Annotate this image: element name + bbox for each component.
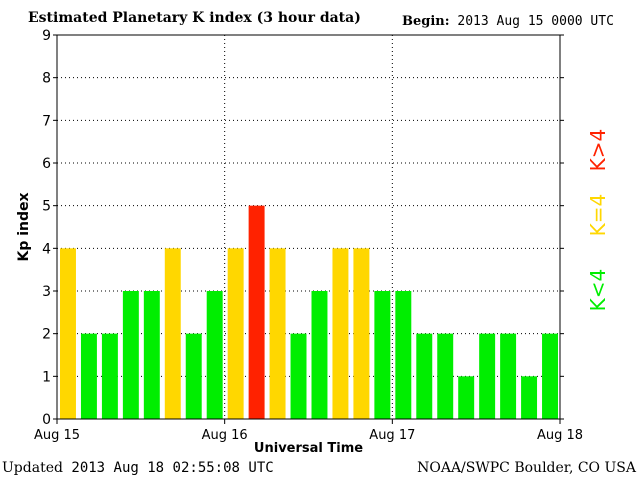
y-tick-label: 3 bbox=[42, 284, 51, 300]
kp-bar bbox=[479, 333, 496, 419]
y-tick-label: 9 bbox=[42, 28, 51, 44]
x-axis-ticks: Aug 15 Aug 16 Aug 17 Aug 18 bbox=[34, 419, 583, 443]
x-tick-label: Aug 16 bbox=[202, 428, 248, 443]
kp-bar bbox=[122, 291, 139, 419]
y-axis-ticks: 0 1 2 3 4 5 6 7 8 9 bbox=[42, 28, 564, 428]
y-tick-label: 1 bbox=[42, 369, 51, 385]
updated-time: Updated 2013 Aug 18 02:55:08 UTC bbox=[2, 460, 274, 476]
kp-bar bbox=[311, 291, 328, 419]
plot-frame bbox=[56, 34, 561, 420]
kp-bar bbox=[500, 333, 517, 419]
kp-bar bbox=[458, 376, 475, 419]
kp-bar bbox=[185, 333, 202, 419]
kp-bar bbox=[395, 291, 412, 419]
kp-bar bbox=[227, 248, 244, 419]
x-tick-label: Aug 18 bbox=[537, 428, 583, 443]
y-tick-label: 2 bbox=[42, 327, 51, 343]
updated-label: Updated bbox=[2, 460, 63, 476]
legend-entry: K=4 bbox=[586, 194, 610, 237]
begin-label: Begin: bbox=[402, 14, 450, 29]
y-tick-label: 7 bbox=[42, 113, 51, 129]
kp-bar bbox=[248, 205, 265, 419]
x-axis-label: Universal Time bbox=[254, 441, 363, 456]
y-tick-label: 6 bbox=[42, 156, 51, 172]
kp-bar bbox=[332, 248, 349, 419]
source-credit: NOAA/SWPC Boulder, CO USA bbox=[417, 460, 636, 476]
kp-bar bbox=[290, 333, 307, 419]
x-tick-label: Aug 15 bbox=[34, 428, 80, 443]
kp-bar bbox=[542, 333, 558, 419]
chart-title: Estimated Planetary K index (3 hour data… bbox=[28, 10, 361, 26]
kp-bar bbox=[60, 248, 76, 419]
kp-bar bbox=[101, 333, 118, 419]
kp-bar bbox=[437, 333, 454, 419]
kp-bar bbox=[353, 248, 370, 419]
legend-entry: K<4 bbox=[586, 269, 610, 312]
y-tick-label: 8 bbox=[42, 71, 51, 87]
kp-bar bbox=[143, 291, 160, 419]
kp-bar bbox=[269, 248, 286, 419]
begin-time: Begin: 2013 Aug 15 0000 UTC bbox=[402, 14, 614, 29]
kp-bar bbox=[521, 376, 538, 419]
y-tick-label: 5 bbox=[42, 199, 51, 215]
y-tick-label: 4 bbox=[42, 241, 51, 257]
x-tick-label: Aug 17 bbox=[369, 428, 415, 443]
kp-bar bbox=[416, 333, 433, 419]
legend-entry: K>4 bbox=[586, 129, 610, 172]
updated-value: 2013 Aug 18 02:55:08 UTC bbox=[71, 460, 274, 476]
y-tick-label: 0 bbox=[42, 412, 51, 428]
kp-bar bbox=[206, 291, 223, 419]
kp-bar bbox=[80, 333, 97, 419]
kp-bar bbox=[374, 291, 391, 419]
legend: K<4 K=4 K>4 bbox=[586, 129, 610, 312]
kp-bar bbox=[164, 248, 181, 419]
grid-lines bbox=[57, 35, 560, 419]
y-axis-label: Kp index bbox=[16, 192, 32, 261]
begin-value: 2013 Aug 15 0000 UTC bbox=[457, 14, 614, 29]
bars bbox=[60, 205, 558, 419]
